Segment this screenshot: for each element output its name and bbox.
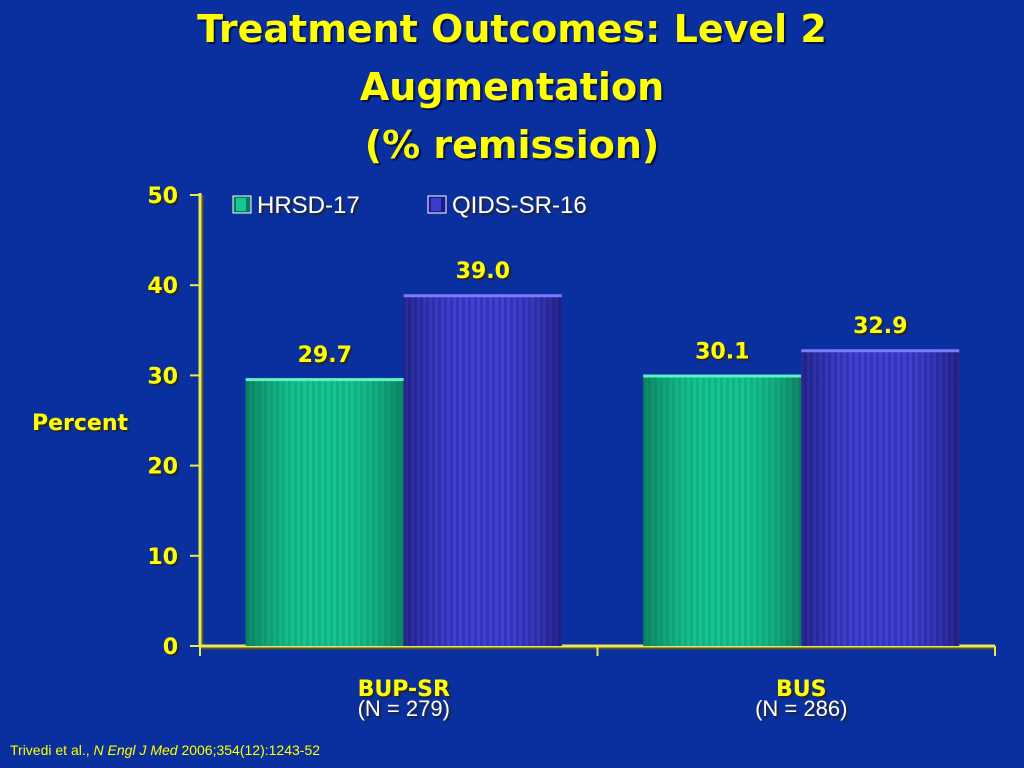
data-label: 30.1 [695, 339, 749, 364]
bars-group [245, 294, 960, 646]
y-tick-label: 10 [147, 545, 178, 570]
bar-top-edge [801, 349, 960, 353]
legend: HRSD-17 QIDS-SR-16 [232, 192, 587, 219]
title-line-2: Augmentation [359, 65, 665, 109]
citation-authors: Trivedi et al., [10, 742, 94, 758]
data-label: 39.0 [456, 259, 510, 284]
y-tick-label: 20 [147, 455, 178, 480]
title-line-1: Treatment Outcomes: Level 2 [197, 7, 827, 51]
y-tick-label: 0 [163, 635, 178, 660]
legend-swatch-inner [236, 198, 246, 211]
bar-top-edge [643, 374, 802, 378]
labels-group: 29.7 39.0 BUP-SR(N = 279) 30.1 32.9 BUS(N = 2… [298, 259, 908, 721]
data-label: 29.7 [298, 343, 352, 368]
bar-top-edge [403, 294, 562, 298]
legend-label: HRSD-17 [257, 192, 360, 219]
legend-swatch-inner [431, 198, 441, 211]
category-label: BUS [776, 677, 826, 702]
citation: Trivedi et al., N Engl J Med 2006;354(12… [10, 742, 320, 758]
y-axis-label: Percent [32, 411, 129, 436]
bar-shade [403, 294, 562, 646]
citation-journal: N Engl J Med [93, 742, 178, 758]
bar-shade [801, 349, 960, 646]
chart-title: Treatment Outcomes: Level 2 Augmentation… [0, 0, 1024, 174]
category-label: BUP-SR [358, 677, 450, 702]
y-tick-label: 40 [147, 274, 178, 299]
data-label: 32.9 [853, 314, 907, 339]
bar-shade [245, 378, 404, 646]
bar-shade [643, 374, 802, 646]
y-tick-label: 50 [147, 184, 178, 209]
bar-chart: 0 10 20 30 40 50 Percent 29.7 39.0 BUP-SR(N = 27… [32, 184, 996, 721]
bar-top-edge [245, 378, 404, 382]
title-line-3: (% remission) [364, 123, 660, 167]
citation-ref: 2006;354(12):1243-52 [177, 742, 321, 758]
y-tick-label: 30 [147, 364, 178, 389]
category-sublabel: (N = 279) [358, 696, 450, 721]
category-sublabel: (N = 286) [755, 696, 847, 721]
legend-label: QIDS-SR-16 [452, 192, 587, 219]
